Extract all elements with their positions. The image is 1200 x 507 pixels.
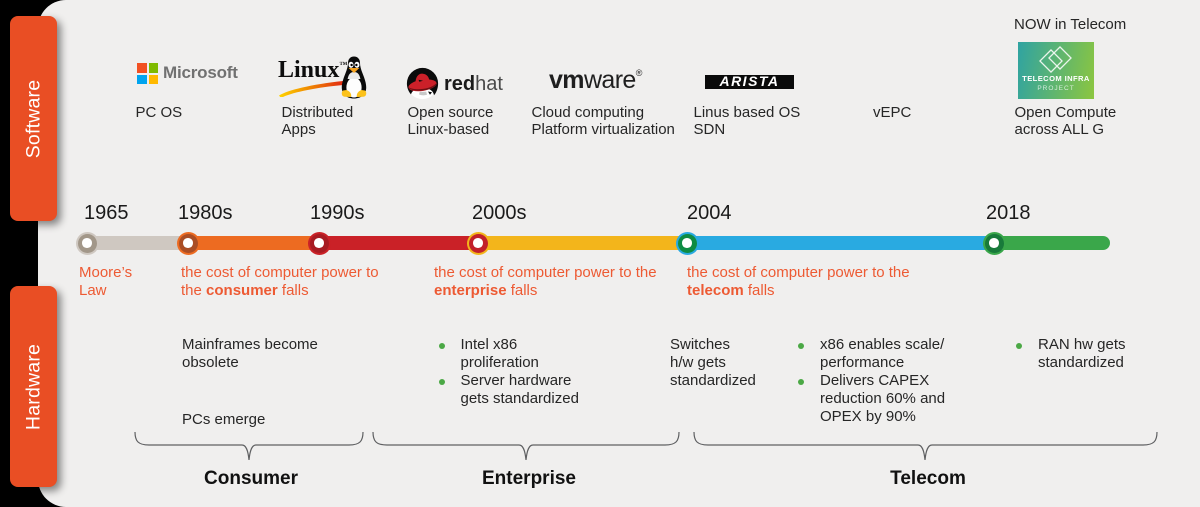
svg-text:TELECOM INFRA: TELECOM INFRA bbox=[1022, 74, 1090, 83]
svg-text:PROJECT: PROJECT bbox=[1037, 85, 1074, 92]
